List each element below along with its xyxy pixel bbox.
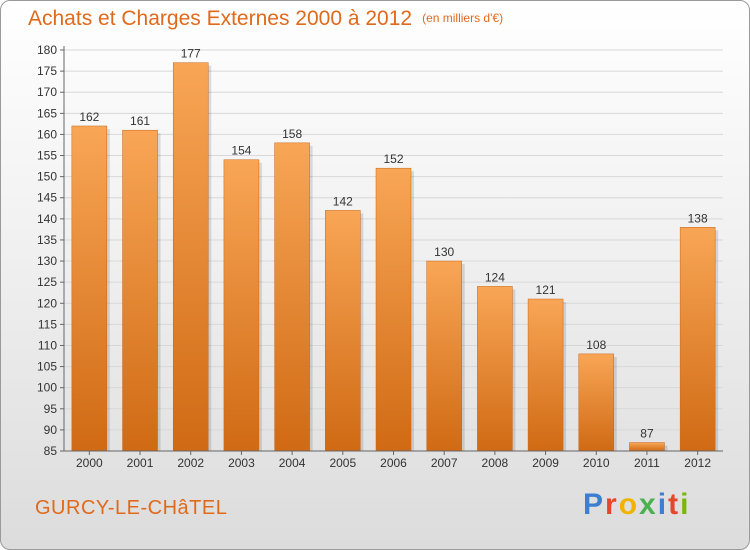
bar-value-label: 177 — [181, 47, 201, 61]
y-tick-label: 125 — [37, 275, 57, 289]
x-tick-label: 2012 — [684, 456, 711, 470]
y-tick-label: 180 — [37, 43, 57, 57]
bar-value-label: 108 — [586, 338, 606, 352]
x-tick-label: 2003 — [228, 456, 255, 470]
x-tick-label: 2001 — [127, 456, 154, 470]
bar — [274, 142, 310, 452]
y-tick-label: 150 — [37, 170, 57, 184]
x-tick-label: 2010 — [583, 456, 610, 470]
y-tick-label: 100 — [37, 381, 57, 395]
chart-title-text: Achats et Charges Externes 2000 à 2012 — [28, 7, 413, 30]
bar — [223, 159, 260, 452]
bar-value-label: 162 — [79, 110, 99, 124]
bar-value-label: 130 — [434, 245, 454, 259]
y-tick-label: 110 — [38, 338, 57, 352]
x-tick-label: 2011 — [634, 456, 660, 470]
y-tick-label: 85 — [44, 444, 58, 458]
y-tick-label: 135 — [37, 233, 57, 247]
bar-value-label: 152 — [383, 152, 403, 166]
y-tick-label: 175 — [37, 64, 57, 78]
brand-letter: i — [657, 488, 669, 521]
y-tick-label: 105 — [37, 360, 57, 374]
bar-value-label: 142 — [333, 194, 353, 208]
bar — [578, 353, 615, 452]
x-tick-label: 2002 — [177, 456, 204, 470]
x-tick-label: 2008 — [482, 456, 509, 470]
y-tick-label: 155 — [37, 149, 57, 163]
bar — [122, 129, 158, 452]
y-tick-label: 145 — [37, 191, 57, 205]
x-tick-label: 2007 — [431, 456, 458, 470]
bar-value-label: 124 — [485, 270, 505, 284]
commune-name: GURCY-LE-CHâTEL — [35, 497, 228, 519]
brand-letter: i — [680, 488, 691, 521]
bar-value-label: 138 — [688, 211, 708, 225]
bar-value-label: 161 — [130, 114, 150, 128]
bar-value-label: 87 — [640, 427, 654, 441]
bar-value-label: 154 — [231, 144, 251, 158]
bar-value-label: 158 — [282, 127, 302, 141]
x-tick-label: 2005 — [329, 456, 356, 470]
x-tick-label: 2000 — [76, 456, 103, 470]
brand-letter: o — [618, 488, 640, 521]
bar — [426, 260, 462, 452]
y-tick-label: 140 — [37, 212, 57, 226]
y-tick-label: 115 — [38, 317, 57, 331]
y-tick-label: 160 — [37, 127, 57, 141]
bar — [679, 227, 716, 452]
x-tick-label: 2004 — [279, 456, 306, 470]
bar — [527, 298, 564, 452]
brand-letter: P — [583, 488, 606, 521]
y-tick-label: 130 — [37, 254, 57, 268]
bar — [172, 62, 209, 452]
bar — [629, 442, 665, 452]
bar — [375, 167, 412, 452]
bar — [71, 125, 108, 452]
y-tick-label: 120 — [37, 296, 57, 310]
y-tick-label: 165 — [37, 106, 57, 120]
brand-letter: t — [668, 488, 681, 521]
brand-letter: x — [639, 488, 658, 521]
y-tick-label: 170 — [37, 85, 57, 99]
bar — [477, 286, 513, 452]
chart-title: Achats et Charges Externes 2000 à 2012 (e… — [28, 7, 503, 31]
bar-value-label: 121 — [536, 283, 556, 297]
proxiti-logo: Proxiti — [583, 488, 690, 522]
chart-unit: (en milliers d'€) — [422, 11, 504, 25]
y-tick-label: 95 — [44, 402, 58, 416]
x-tick-label: 2009 — [532, 456, 559, 470]
bar — [325, 210, 361, 452]
x-tick-label: 2006 — [380, 456, 407, 470]
brand-letter: r — [605, 488, 619, 521]
y-tick-label: 90 — [44, 423, 58, 437]
